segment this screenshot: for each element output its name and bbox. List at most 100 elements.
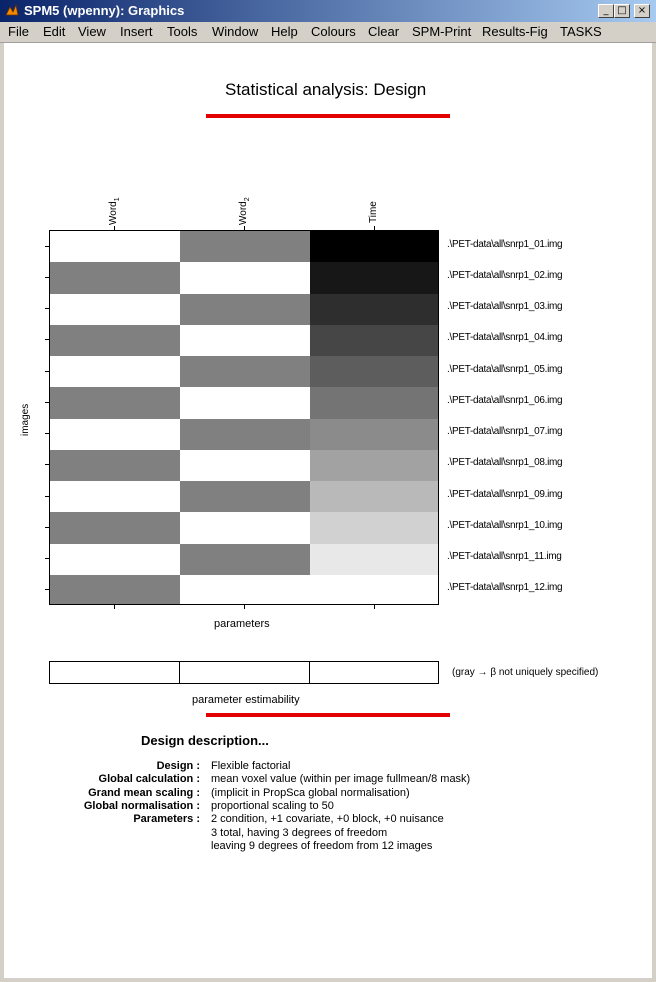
close-button[interactable]: × [634,4,650,18]
matrix-cell [180,481,311,513]
x-tick-bottom [244,605,245,609]
menu-clear[interactable]: Clear [368,24,400,39]
matrix-cell [180,574,311,604]
y-tick [45,495,49,497]
matrix-cell [310,324,438,357]
matrix-cell [180,356,311,388]
desc-value-parameters-total: 3 total, having 3 degrees of freedom [211,827,388,839]
matrix-cell [310,449,438,482]
y-tick [45,308,49,310]
desc-value-global-normalisation: proportional scaling to 50 [211,800,334,812]
menu-help[interactable]: Help [271,24,298,39]
close-icon: × [637,5,647,16]
matrix-cell [310,387,438,420]
row-label: .\PET-data\all\snrp1_07.img [447,426,563,438]
row-label: .\PET-data\all\snrp1_01.img [447,238,563,250]
matrix-cell [50,481,181,513]
menu-tools[interactable]: Tools [167,24,198,39]
column-label-time: Time [368,201,379,223]
matrix-cell [310,481,438,513]
estimability-divider [179,662,180,683]
y-tick [45,433,49,435]
x-tick-bottom [114,605,115,609]
description-heading: Design description... [141,733,269,748]
matrix-cell [310,512,438,545]
y-tick [45,526,49,528]
x-tick-top [374,226,375,230]
matrix-cell [180,512,311,545]
section-underline [206,713,450,717]
matlab-icon [5,3,19,16]
estimability-bar [49,661,439,684]
column-label-word2: Word2 [238,197,251,225]
x-tick-top [114,226,115,230]
menu-edit[interactable]: Edit [43,24,66,39]
menu-colours[interactable]: Colours [311,24,356,39]
page-title: Statistical analysis: Design [225,80,427,99]
y-axis-label: images [20,403,31,436]
matrix-cell [50,231,181,263]
y-tick [45,245,49,247]
row-label: .\PET-data\all\snrp1_04.img [447,332,563,344]
matrix-cell [180,387,311,420]
estimability-label: parameter estimability [192,694,300,706]
menu-insert[interactable]: Insert [120,24,153,39]
menu-tasks[interactable]: TASKS [560,24,602,39]
menu-window[interactable]: Window [212,24,259,39]
matrix-cell [50,449,181,482]
window-frame [652,43,656,982]
matrix-cell [180,262,311,295]
desc-key-grand-mean-scaling: Grand mean scaling : [88,787,200,799]
desc-value-parameters-dof: leaving 9 degrees of freedom from 12 ima… [211,840,433,852]
minimize-button[interactable]: _ [598,4,614,18]
menu-file[interactable]: File [8,24,29,39]
matrix-cell [50,543,181,576]
row-label: .\PET-data\all\snrp1_05.img [447,363,563,375]
row-label: .\PET-data\all\snrp1_06.img [447,394,563,406]
estimability-note: (gray → β not uniquely specified) [452,667,599,678]
desc-value-global-calculation: mean voxel value (within per image fullm… [211,773,471,785]
matrix-cell [180,543,311,576]
matrix-cell [180,324,311,357]
matrix-cell [310,356,438,388]
y-tick [45,339,49,341]
y-tick [45,370,49,372]
menu-spm-print[interactable]: SPM-Print [412,24,472,39]
matrix-cell [310,574,438,604]
row-label: .\PET-data\all\snrp1_08.img [447,457,563,469]
matrix-cell [50,356,181,388]
matrix-cell [180,293,311,326]
matrix-cell [310,543,438,576]
x-tick-bottom [374,605,375,609]
matrix-cell [50,262,181,295]
menubar: File Edit View Insert Tools Window Help … [0,22,656,43]
matrix-cell [50,293,181,326]
maximize-icon: □ [617,5,627,16]
row-label: .\PET-data\all\snrp1_09.img [447,488,563,500]
y-tick [45,589,49,591]
matrix-cell [310,231,438,263]
y-tick [45,276,49,278]
matrix-cell [310,418,438,451]
row-label: .\PET-data\all\snrp1_03.img [447,301,563,313]
estimability-divider [309,662,310,683]
desc-value-parameters: 2 condition, +1 covariate, +0 block, +0 … [211,813,444,825]
desc-value-design: Flexible factorial [211,760,291,772]
desc-value-grand-mean-scaling: (implicit in PropSca global normalisatio… [211,787,410,799]
row-label: .\PET-data\all\snrp1_12.img [447,582,563,594]
y-tick [45,558,49,560]
graphics-canvas: Statistical analysis: Design Word1 Word2… [4,43,652,978]
row-label: .\PET-data\all\snrp1_10.img [447,519,563,531]
matrix-cell [310,293,438,326]
column-label-word1: Word1 [108,197,121,225]
matrix-cell [50,574,181,604]
row-label: .\PET-data\all\snrp1_11.img [447,551,562,563]
matrix-cell [50,324,181,357]
menu-results-fig[interactable]: Results-Fig [482,24,548,39]
maximize-button[interactable]: □ [614,4,630,18]
y-tick [45,464,49,466]
design-matrix [49,230,439,605]
desc-key-global-normalisation: Global normalisation : [83,800,200,812]
menu-view[interactable]: View [78,24,106,39]
matrix-cell [50,512,181,545]
